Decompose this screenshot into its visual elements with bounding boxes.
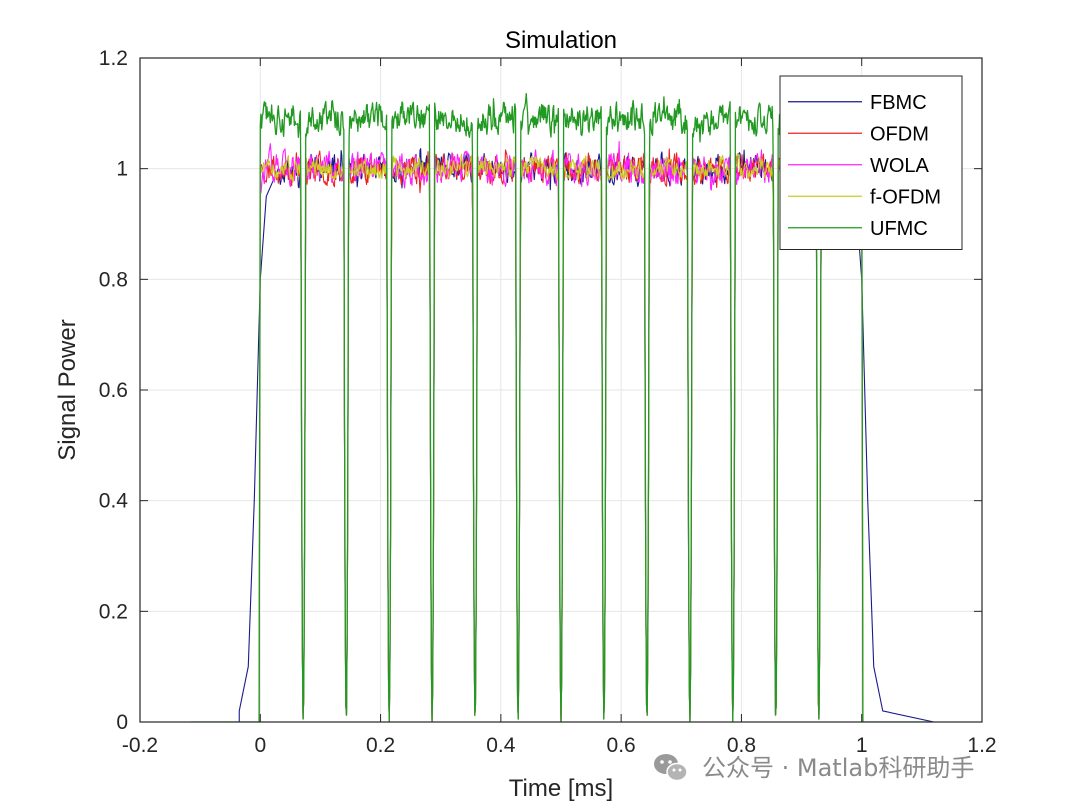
chart-title: Simulation — [505, 27, 617, 54]
watermark-text: 公众号 · Matlab科研助手 — [702, 754, 974, 782]
legend-label-ofdm: OFDM — [870, 123, 929, 145]
x-tick-label: 0.2 — [366, 734, 395, 757]
y-tick-label: 1 — [116, 158, 128, 181]
series-lines — [188, 92, 935, 722]
x-axis-label: Time [ms] — [509, 775, 613, 802]
y-tick-label: 1.2 — [99, 47, 128, 70]
y-tick-label: 0.2 — [99, 600, 128, 623]
y-tick-label: 0 — [116, 711, 128, 734]
y-axis-label: Signal Power — [54, 319, 81, 460]
x-tick-label: 1.2 — [967, 734, 996, 757]
series-line-ufmc — [191, 92, 931, 722]
y-tick-label: 0.4 — [99, 490, 129, 513]
legend-label-wola: WOLA — [870, 155, 930, 177]
y-tick-label: 0.8 — [99, 268, 128, 291]
series-line-f-ofdm — [258, 152, 864, 722]
wechat-icon — [654, 754, 688, 782]
legend-label-f-ofdm: f-OFDM — [870, 186, 941, 208]
x-tick-label: 0.8 — [727, 734, 756, 757]
x-tick-label: 0 — [254, 734, 266, 757]
watermark: 公众号 · Matlab科研助手 — [654, 754, 974, 782]
legend-box — [779, 75, 963, 250]
axis-ticks: -0.2 0 0.2 0.4 0.6 0.8 1 1.200.20.40.60.811.2 — [99, 47, 997, 757]
legend: FBMC OFDM WOLA f-OFDM UFMC — [779, 75, 963, 250]
x-tick-label: -0.2 — [122, 734, 158, 757]
y-tick-label: 0.6 — [99, 379, 128, 402]
x-tick-label: 0.6 — [607, 734, 636, 757]
x-tick-label: 0.4 — [486, 734, 516, 757]
x-tick-label: 1 — [856, 734, 868, 757]
series-line-wola — [258, 140, 864, 722]
legend-label-fbmc: FBMC — [870, 92, 927, 114]
legend-label-ufmc: UFMC — [870, 218, 928, 240]
